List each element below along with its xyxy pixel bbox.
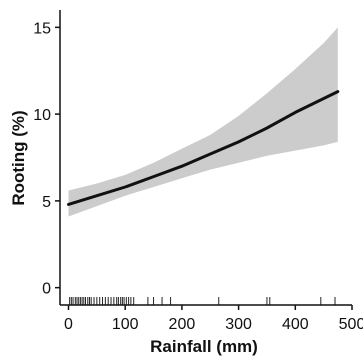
confidence-band-layer — [68, 27, 338, 217]
y-tick-label: 10 — [33, 107, 51, 124]
x-tick-label: 0 — [64, 316, 73, 333]
y-tick-label: 15 — [33, 20, 51, 37]
y-axis-title: Rooting (%) — [9, 110, 28, 205]
x-tick-label: 300 — [225, 316, 252, 333]
axes — [59, 10, 352, 306]
x-tick-label: 100 — [112, 316, 139, 333]
fit-line-layer — [67, 90, 340, 206]
x-tick-label: 400 — [282, 316, 309, 333]
x-tick-label: 500 — [339, 316, 363, 333]
tick-layer: 0 100 200 300 400 500 0 5 10 15 — [33, 20, 363, 333]
x-axis-title: Rainfall (mm) — [150, 337, 258, 356]
y-tick-label: 5 — [42, 194, 51, 211]
y-tick-label: 0 — [42, 281, 51, 298]
confidence-band — [68, 27, 338, 217]
x-tick-label: 200 — [169, 316, 196, 333]
fit-line — [67, 90, 340, 206]
rug-layer — [69, 297, 336, 305]
